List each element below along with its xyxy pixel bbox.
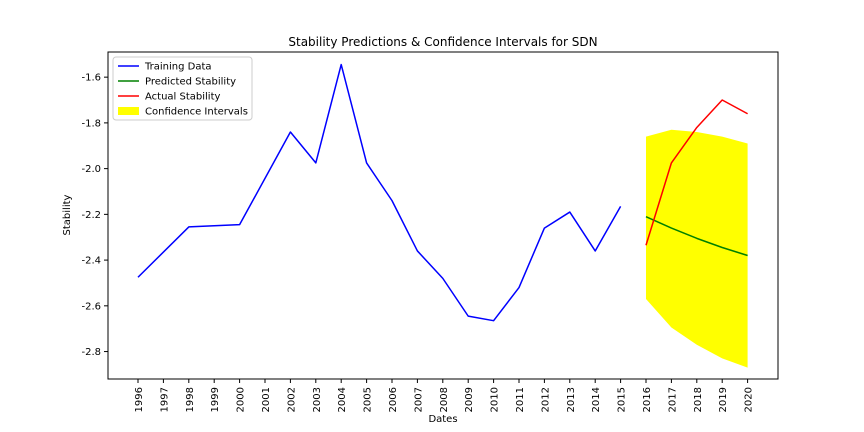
x-tick-label: 1999 [210, 387, 221, 412]
legend-swatch-confidence-intervals [118, 107, 139, 115]
x-tick-label: 2000 [236, 387, 247, 412]
legend-label-actual-stability: Actual Stability [145, 92, 221, 103]
x-tick-label: 2019 [718, 387, 729, 412]
x-tick-label: 2004 [337, 387, 348, 412]
x-tick-label: 2009 [464, 387, 475, 412]
x-tick-label: 2017 [667, 387, 678, 412]
y-tick-label: -2.8 [81, 347, 101, 358]
x-tick-label: 2003 [312, 387, 323, 412]
x-tick-label: 2011 [515, 387, 526, 412]
x-tick-label: 2012 [540, 387, 551, 412]
x-tick-label: 2005 [363, 387, 374, 412]
legend-label-training-data: Training Data [144, 62, 212, 73]
x-tick-label: 2018 [693, 387, 704, 412]
x-tick-label: 2008 [439, 387, 450, 412]
x-tick-label: 2013 [566, 387, 577, 412]
x-tick-label: 2020 [744, 387, 755, 412]
legend-label-predicted-stability: Predicted Stability [145, 77, 236, 88]
y-tick-label: -1.8 [81, 118, 101, 129]
x-tick-label: 2016 [642, 387, 653, 412]
legend-box [112, 56, 253, 121]
y-axis-title: Stability [62, 194, 73, 235]
y-tick-label: -2.2 [81, 210, 101, 221]
chart-title: Stability Predictions & Confidence Inter… [288, 35, 597, 49]
x-tick-label: 2014 [591, 387, 602, 412]
x-tick-label: 2007 [413, 387, 424, 412]
x-tick-label: 2006 [388, 387, 399, 412]
y-tick-label: -2.4 [81, 256, 101, 267]
x-tick-label: 1998 [185, 387, 196, 412]
confidence-interval-band [646, 129, 748, 368]
x-tick-label: 2010 [490, 387, 501, 412]
x-tick-label: 1996 [134, 387, 145, 412]
legend-label-confidence-intervals: Confidence Intervals [145, 107, 248, 118]
y-tick-label: -2.6 [81, 301, 101, 312]
y-tick-label: -2.0 [81, 164, 101, 175]
x-tick-label: 2001 [261, 387, 272, 412]
y-tick-label: -1.6 [81, 73, 101, 84]
x-tick-label: 1997 [159, 387, 170, 412]
x-tick-label: 2015 [617, 387, 628, 412]
legend: Training Data Predicted Stability Actual S… [112, 56, 253, 121]
x-tick-label: 2002 [286, 387, 297, 412]
x-axis-title: Dates [428, 414, 457, 425]
